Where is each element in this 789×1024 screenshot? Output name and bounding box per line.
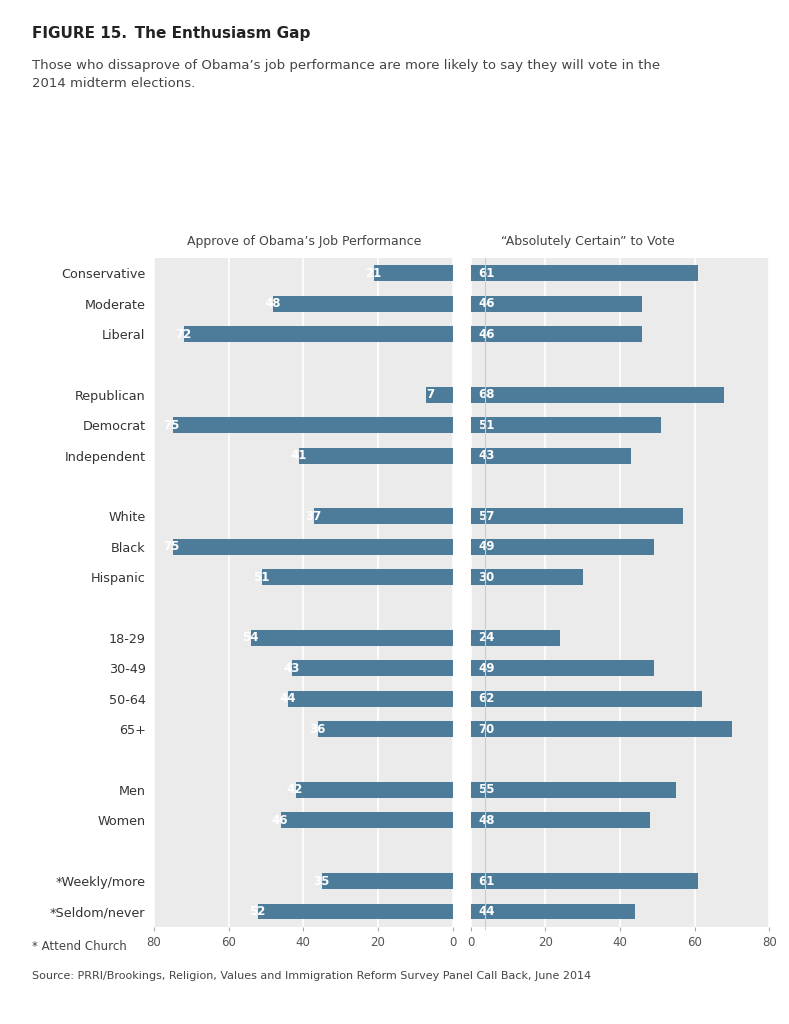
Text: 51: 51 (478, 419, 495, 432)
Bar (470, 691, 702, 707)
Text: 48: 48 (264, 297, 281, 310)
Text: Approve of Obama’s Job Performance: Approve of Obama’s Job Performance (186, 234, 421, 248)
Text: 61: 61 (478, 874, 495, 888)
Text: 62: 62 (478, 692, 495, 706)
Text: 41: 41 (290, 450, 307, 462)
Text: 52: 52 (249, 905, 266, 919)
Bar (315, 509, 453, 524)
Bar (318, 721, 453, 737)
Bar (470, 903, 635, 920)
Text: “Absolutely Certain” to Vote: “Absolutely Certain” to Vote (501, 234, 675, 248)
Text: 43: 43 (283, 662, 300, 675)
Bar (470, 326, 642, 342)
Bar (470, 873, 698, 889)
Text: 24: 24 (478, 632, 495, 644)
Text: 36: 36 (309, 723, 326, 735)
Text: Those who dissaprove of Obama’s job performance are more likely to say they will: Those who dissaprove of Obama’s job perf… (32, 59, 660, 90)
Bar (470, 812, 650, 828)
Bar (470, 296, 642, 311)
Bar (470, 418, 661, 433)
Bar (470, 569, 582, 585)
Bar (374, 265, 453, 282)
Bar (470, 265, 698, 282)
Bar (184, 326, 453, 342)
Text: 54: 54 (242, 632, 259, 644)
Bar (173, 418, 453, 433)
Text: Source: PRRI/Brookings, Religion, Values and Immigration Reform Survey Panel Cal: Source: PRRI/Brookings, Religion, Values… (32, 971, 591, 981)
Bar (296, 782, 453, 798)
Bar (288, 691, 453, 707)
Bar (470, 539, 653, 555)
Text: 75: 75 (163, 541, 180, 553)
Text: 72: 72 (175, 328, 191, 341)
Bar (470, 782, 676, 798)
Bar (259, 903, 453, 920)
Bar (300, 447, 453, 464)
Text: 70: 70 (478, 723, 494, 735)
Bar (427, 387, 453, 402)
Text: 57: 57 (478, 510, 495, 523)
Bar (470, 387, 724, 402)
Text: 61: 61 (478, 266, 495, 280)
Text: * Attend Church: * Attend Church (32, 940, 126, 953)
Text: 21: 21 (365, 266, 382, 280)
Text: 68: 68 (478, 388, 495, 401)
Text: 46: 46 (478, 297, 495, 310)
Text: 48: 48 (478, 814, 495, 826)
Text: FIGURE 15. The Enthusiasm Gap: FIGURE 15. The Enthusiasm Gap (32, 26, 310, 41)
Bar (470, 660, 653, 676)
Text: 44: 44 (279, 692, 296, 706)
Bar (273, 296, 453, 311)
Text: 42: 42 (287, 783, 303, 797)
Bar (322, 873, 453, 889)
Bar (262, 569, 453, 585)
Text: 7: 7 (426, 388, 434, 401)
Text: 35: 35 (313, 874, 329, 888)
Bar (281, 812, 453, 828)
Text: 49: 49 (478, 662, 495, 675)
Bar (470, 509, 683, 524)
Text: 43: 43 (478, 450, 495, 462)
Text: 30: 30 (478, 570, 494, 584)
Bar (292, 660, 453, 676)
Bar (173, 539, 453, 555)
Text: 49: 49 (478, 541, 495, 553)
Text: 51: 51 (253, 570, 270, 584)
Bar (251, 630, 453, 646)
Text: 44: 44 (478, 905, 495, 919)
Text: 55: 55 (478, 783, 495, 797)
Text: 75: 75 (163, 419, 180, 432)
Bar (470, 630, 560, 646)
Text: 46: 46 (271, 814, 288, 826)
Text: 46: 46 (478, 328, 495, 341)
Text: 37: 37 (305, 510, 322, 523)
Bar (470, 721, 732, 737)
Bar (470, 447, 631, 464)
